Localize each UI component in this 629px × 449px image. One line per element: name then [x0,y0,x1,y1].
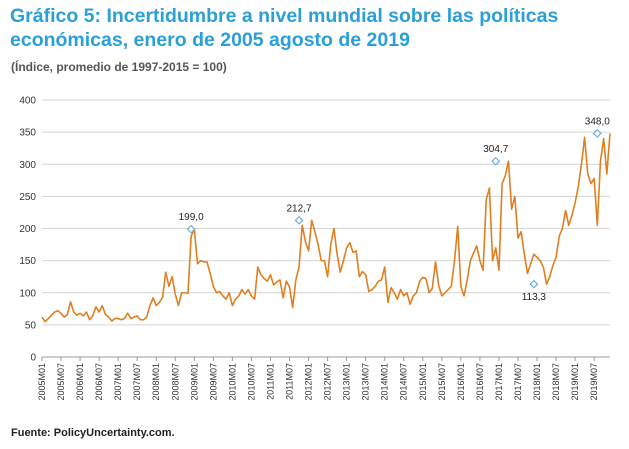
y-tick-label-150: 150 [19,256,36,267]
chart-title: Gráfico 5: Incertidumbre a nivel mundial… [10,4,610,52]
x-tick-label-2017M01: 2017M01 [494,363,504,401]
x-tick-label-2012M07: 2012M07 [323,363,333,401]
y-tick-label-350: 350 [19,128,36,139]
x-tick-label-2011M07: 2011M07 [285,363,295,400]
annotation-label-2011M10: 212,7 [287,203,312,214]
x-tick-label-2010M07: 2010M07 [246,363,256,401]
x-tick-label-2016M01: 2016M01 [456,363,466,401]
x-tick-label-2009M01: 2009M01 [189,363,199,401]
x-tick-label-2008M01: 2008M01 [151,363,161,401]
title-line-1: Gráfico 5: Incertidumbre a nivel mundial… [10,5,559,27]
x-tick-label-2015M01: 2015M01 [418,363,428,401]
annotation-label-2019M08: 348,0 [585,116,610,127]
annotation-marker-2008M12 [186,224,196,234]
series-line-epu-index [41,133,611,323]
x-tick-label-2005M01: 2005M01 [37,363,47,401]
y-tick-label-300: 300 [19,160,36,171]
y-tick-label-50: 50 [25,320,37,331]
x-tick-label-2013M01: 2013M01 [342,363,352,401]
x-tick-label-2019M07: 2019M07 [589,363,599,401]
x-tick-label-2009M07: 2009M07 [208,363,218,401]
x-tick-label-2012M01: 2012M01 [304,363,314,401]
grid-lines [42,99,610,326]
y-axis-tick-labels: 0 50 100 150 200 250 300 350 400 [19,96,36,364]
series-layer [41,133,611,323]
annotation-marker-2017M12 [529,279,539,289]
x-tick-label-2014M01: 2014M01 [380,363,390,401]
x-tick-label-2007M01: 2007M01 [113,363,123,401]
x-tick-label-2014M07: 2014M07 [399,363,409,401]
x-tick-label-2006M07: 2006M07 [94,363,104,401]
x-tick-label-2011M01: 2011M01 [265,363,275,400]
x-tick-label-2018M01: 2018M01 [532,363,542,401]
x-tick-label-2017M07: 2017M07 [513,363,523,401]
x-tick-label-2013M07: 2013M07 [361,363,371,401]
x-tick-label-2015M07: 2015M07 [437,363,447,401]
x-tick-label-2008M07: 2008M07 [170,363,180,401]
annotation-marker-2019M08 [592,128,602,138]
y-tick-label-200: 200 [19,224,36,235]
chart-subtitle: (Índice, promedio de 1997-2015 = 100) [11,60,227,74]
x-tick-label-2019M01: 2019M01 [570,363,580,401]
annotation-label-2008M12: 199,0 [179,212,204,223]
x-tick-label-2006M01: 2006M01 [75,363,85,401]
y-tick-label-100: 100 [19,288,36,299]
y-tick-label-400: 400 [19,96,36,107]
source-note: Fuente: PolicyUncertainty.com. [11,427,175,439]
y-tick-label-250: 250 [19,192,36,203]
annotation-marker-2011M10 [294,215,304,225]
annotation-label-2017M12: 113,3 [522,292,547,303]
axes [41,356,610,361]
x-tick-label-2010M01: 2010M01 [227,363,237,401]
x-tick-label-2005M07: 2005M07 [56,363,66,401]
annotation-marker-2016M12 [491,156,501,166]
x-tick-label-2007M07: 2007M07 [132,363,142,401]
x-axis-tick-labels: 2005M01 2005M07 2006M01 2006M07 2007M01 2007M… [37,363,599,401]
annotations: 199,0 212,7 304,7 113,3 348,0 [179,116,611,303]
annotation-label-2016M12: 304,7 [483,144,508,155]
x-tick-label-2018M07: 2018M07 [551,363,561,401]
y-tick-label-0: 0 [30,353,36,364]
x-tick-label-2016M07: 2016M07 [475,363,485,401]
title-line-2: económicas, enero de 2005 agosto de 2019 [10,29,410,51]
